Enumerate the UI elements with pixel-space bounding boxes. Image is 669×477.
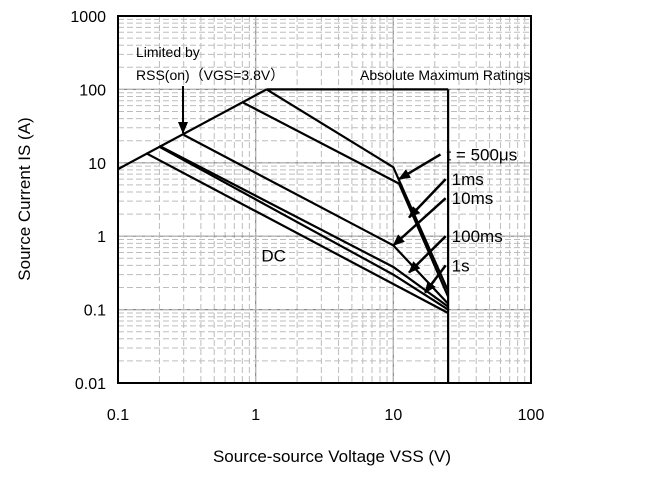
y-tick-label: 100 (79, 82, 106, 99)
series-label: 1s (452, 256, 470, 275)
y-tick-label: 1000 (70, 9, 106, 26)
series-label-arrow (408, 178, 447, 219)
annotation-absolute-maximum-ratings: Absolute Maximum Ratings (360, 67, 530, 83)
series-line (145, 152, 449, 314)
series-label-arrow (392, 197, 447, 247)
y-axis-label: Source Current IS (A) (15, 117, 34, 280)
series-label-arrow (398, 153, 442, 181)
x-tick-label: 100 (518, 407, 545, 424)
series-label-dc: DC (261, 246, 286, 265)
x-tick-label: 0.1 (107, 407, 129, 424)
series-label: 100ms (452, 227, 503, 246)
series-label-arrow (408, 235, 447, 274)
y-tick-label: 10 (88, 156, 106, 173)
x-axis-label: Source-source Voltage VSS (V) (213, 447, 451, 466)
grid (118, 16, 531, 383)
annotation-rss-on: RSS(on)（VGS=3.8V） (136, 67, 284, 83)
y-tick-label: 0.1 (84, 303, 106, 320)
plot-frame (117, 15, 532, 384)
series-label: 10ms (452, 189, 494, 208)
annotations: Limited by RSS(on)（VGS=3.8V） Absolute Maxi… (136, 44, 530, 294)
annotation-limited-by: Limited by (136, 44, 200, 60)
series-line (241, 101, 450, 298)
y-tick-label: 1 (97, 229, 106, 246)
series-line (158, 145, 449, 311)
rss-on-limit-line (117, 88, 268, 171)
series-label: t = 500μs (446, 145, 517, 164)
x-tick-label: 1 (251, 407, 260, 424)
series-label-arrow (424, 264, 447, 294)
series-label: 1ms (452, 170, 484, 189)
y-tick-label: 0.01 (75, 376, 106, 393)
series-line (266, 88, 450, 292)
x-tick-label: 10 (384, 407, 402, 424)
